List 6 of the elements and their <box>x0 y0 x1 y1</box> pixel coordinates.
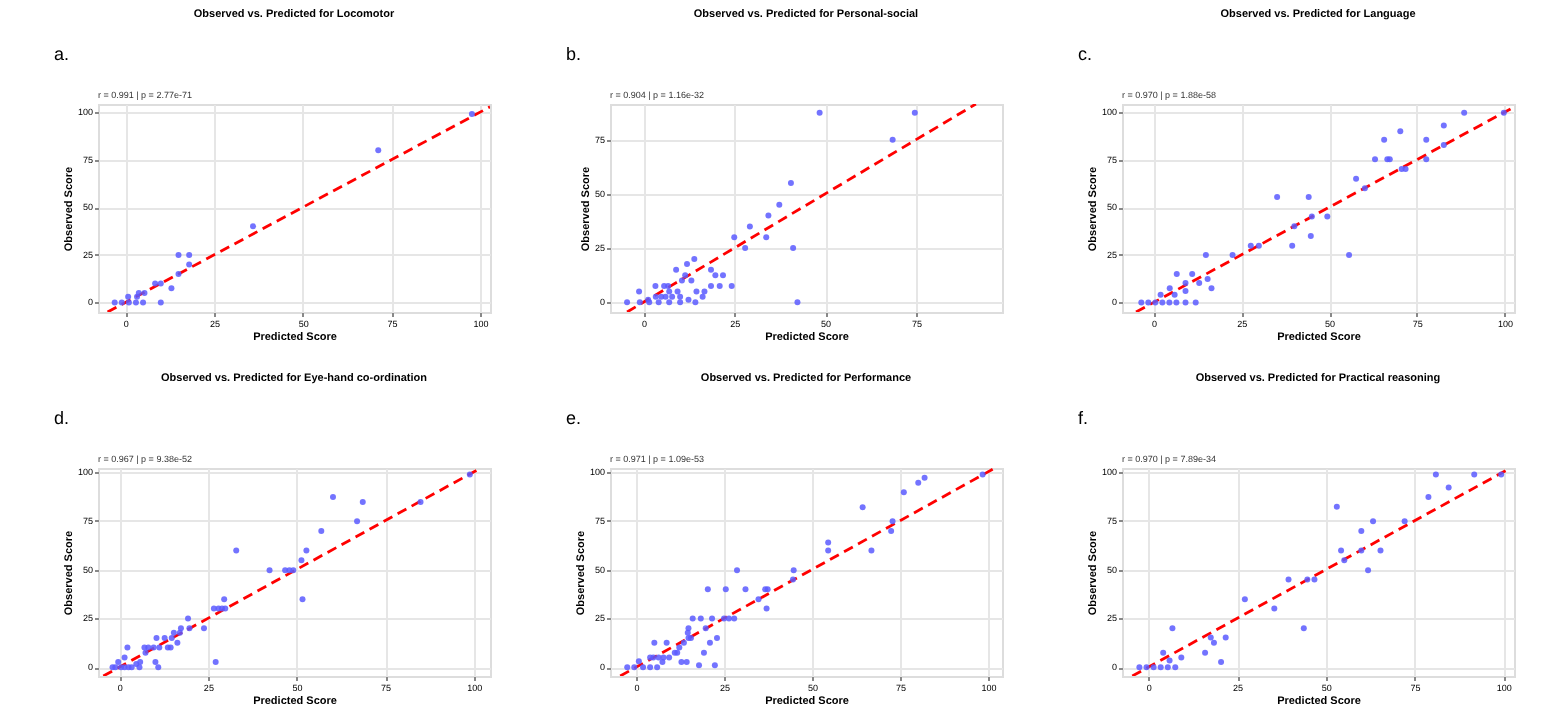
text: c. <box>1078 44 1093 64</box>
text: d. <box>54 408 70 428</box>
text: e. <box>566 408 582 428</box>
text: f. <box>1078 408 1089 428</box>
text: b. <box>566 44 582 64</box>
text: a. <box>54 44 70 64</box>
